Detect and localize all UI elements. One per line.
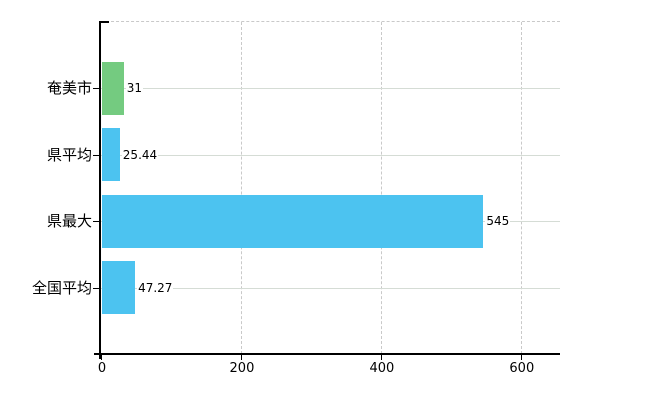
x-tick-label: 400 — [369, 361, 395, 376]
v-gridline — [240, 22, 242, 354]
y-axis-tick — [93, 88, 101, 90]
bar-value-label: 25.44 — [121, 147, 159, 162]
v-gridline — [380, 22, 382, 354]
bar-value-label: 545 — [485, 214, 511, 229]
v-gridline — [520, 22, 522, 354]
y-axis-tick — [93, 154, 101, 156]
category-label: 全国平均 — [31, 278, 92, 297]
x-axis-tick — [520, 355, 522, 360]
y-axis-tick — [93, 287, 101, 289]
plot-top-border — [101, 21, 560, 22]
x-axis-tick — [101, 355, 102, 360]
y-axis-line — [99, 22, 101, 359]
h-gridline — [101, 88, 560, 90]
plot-area — [101, 22, 560, 354]
bar-4 — [102, 261, 136, 315]
x-tick-label: 0 — [97, 361, 107, 376]
bar-value-label: 47.27 — [137, 280, 174, 295]
bar-3 — [102, 194, 484, 248]
x-tick-label: 200 — [229, 361, 255, 376]
bar-1 — [102, 61, 124, 115]
category-label: 県最大 — [46, 212, 92, 231]
category-label: 県平均 — [46, 145, 92, 164]
x-axis-tick — [380, 355, 382, 360]
x-tick-label: 600 — [509, 361, 535, 376]
bar-2 — [102, 128, 120, 182]
y-axis-tick — [93, 221, 101, 223]
category-label: 奄美市 — [46, 79, 92, 98]
h-gridline — [101, 287, 560, 289]
x-axis-line — [94, 353, 560, 355]
plot-top-corner-segment — [99, 21, 109, 23]
bar-value-label: 31 — [125, 81, 143, 96]
h-gridline — [101, 154, 560, 156]
x-axis-tick — [240, 355, 242, 360]
